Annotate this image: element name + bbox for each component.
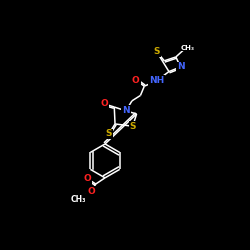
Text: S: S (153, 47, 160, 56)
Text: N: N (122, 106, 130, 115)
Text: NH: NH (149, 76, 164, 85)
Text: CH₃: CH₃ (70, 195, 86, 204)
Text: O: O (132, 76, 140, 84)
Text: O: O (100, 100, 108, 108)
Text: O: O (84, 174, 91, 183)
Text: S: S (130, 122, 136, 131)
Text: CH₃: CH₃ (180, 45, 194, 51)
Text: O: O (87, 187, 95, 196)
Text: S: S (106, 130, 112, 138)
Text: N: N (177, 62, 184, 72)
